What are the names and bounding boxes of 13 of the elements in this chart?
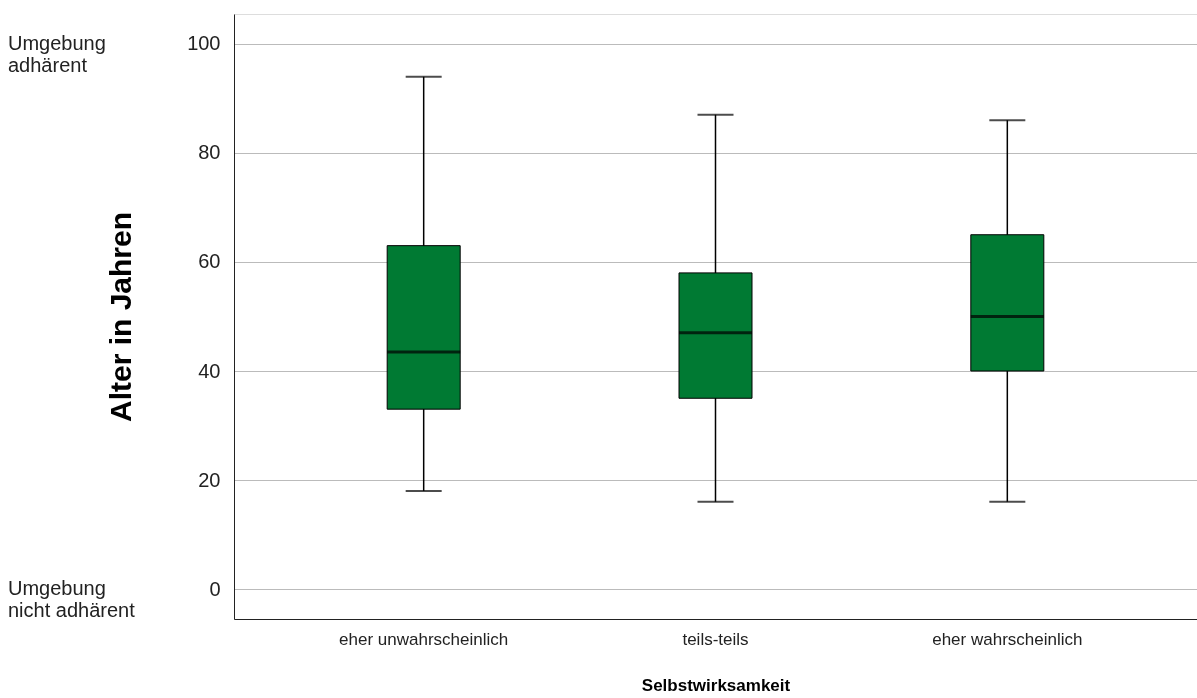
y-tick-label: 80	[198, 141, 221, 164]
text: Umgebung nicht adhärent	[8, 577, 136, 622]
y-tick-label: 100	[187, 32, 221, 55]
x-tick-label: eher unwahrscheinlich	[339, 629, 509, 649]
x-axis-title: Selbstwirksamkeit	[641, 675, 791, 695]
y-tick-label: 60	[198, 250, 221, 273]
y-tick-label: 0	[209, 577, 221, 600]
x-tick-label: eher wahrscheinlich	[932, 629, 1083, 649]
text: Umgebung adhärent	[8, 31, 106, 76]
y-tick-label: 20	[198, 468, 221, 491]
y-axis-title: Alter in Jahren	[104, 211, 138, 423]
y-tick-label: 40	[198, 359, 221, 382]
x-tick-label: teils-teils	[682, 629, 749, 649]
